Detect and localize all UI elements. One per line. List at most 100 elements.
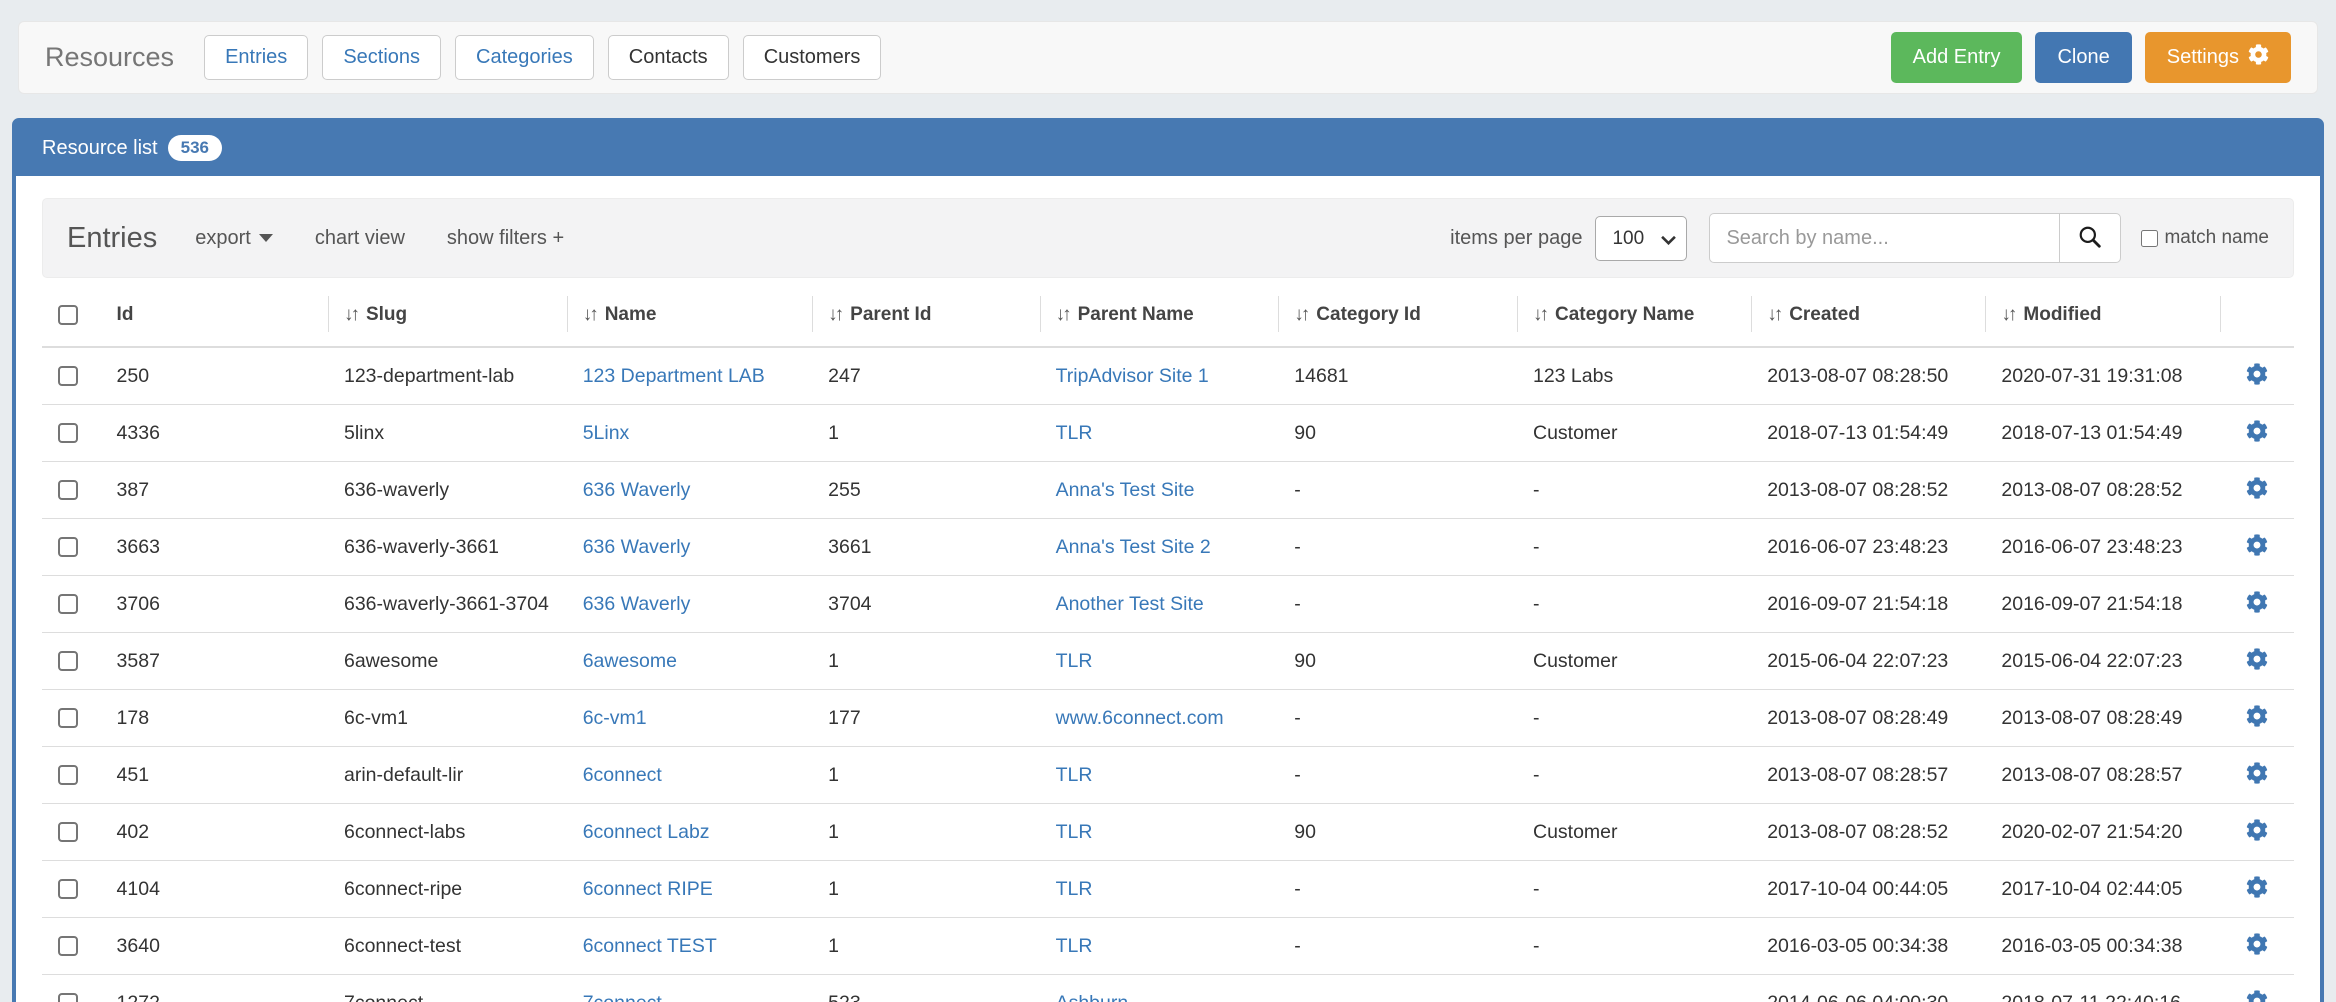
parent-name-link[interactable]: Another Test Site (1056, 593, 1204, 615)
cell-name: 636 Waverly (567, 576, 812, 633)
parent-name-link[interactable]: TLR (1056, 821, 1093, 843)
row-checkbox[interactable] (58, 594, 78, 614)
cell-id: 402 (101, 804, 328, 861)
parent-name-link[interactable]: TLR (1056, 650, 1093, 672)
cell-category_name: - (1517, 918, 1751, 975)
cell-slug: 6connect-labs (328, 804, 567, 861)
cell-category_name: - (1517, 690, 1751, 747)
resource-name-link[interactable]: 6connect TEST (583, 935, 717, 957)
resource-name-link[interactable]: 5Linx (583, 422, 630, 444)
column-label: Category Id (1316, 304, 1421, 325)
row-settings-button[interactable] (2244, 361, 2270, 390)
cell-category_id: 90 (1278, 633, 1517, 690)
column-header-name[interactable]: ↓↑Name (567, 282, 812, 347)
row-settings-button[interactable] (2244, 418, 2270, 447)
resource-name-link[interactable]: 636 Waverly (583, 536, 691, 558)
resource-name-link[interactable]: 636 Waverly (583, 479, 691, 501)
tab-categories[interactable]: Categories (455, 35, 594, 80)
resource-name-link[interactable]: 123 Department LAB (583, 365, 765, 387)
row-settings-button[interactable] (2244, 532, 2270, 561)
export-dropdown[interactable]: export (195, 227, 273, 250)
tab-contacts[interactable]: Contacts (608, 35, 729, 80)
cell-parent_name: TLR (1040, 405, 1279, 462)
row-actions-cell (2220, 861, 2294, 918)
row-checkbox[interactable] (58, 822, 78, 842)
row-checkbox[interactable] (58, 423, 78, 443)
row-settings-button[interactable] (2244, 874, 2270, 903)
row-settings-button[interactable] (2244, 703, 2270, 732)
tab-sections[interactable]: Sections (322, 35, 441, 80)
row-checkbox[interactable] (58, 708, 78, 728)
row-settings-button[interactable] (2244, 475, 2270, 504)
row-checkbox[interactable] (58, 366, 78, 386)
cell-id: 3640 (101, 918, 328, 975)
row-actions-cell (2220, 804, 2294, 861)
parent-name-link[interactable]: Anna's Test Site 2 (1056, 536, 1211, 558)
parent-name-link[interactable]: www.6connect.com (1056, 707, 1224, 729)
row-checkbox[interactable] (58, 993, 78, 1002)
row-checkbox[interactable] (58, 936, 78, 956)
resource-name-link[interactable]: 7connect (583, 992, 662, 1002)
column-header-slug[interactable]: ↓↑Slug (328, 282, 567, 347)
row-checkbox[interactable] (58, 537, 78, 557)
parent-name-link[interactable]: Anna's Test Site (1056, 479, 1195, 501)
cell-category_id: - (1278, 975, 1517, 1002)
row-settings-button[interactable] (2244, 988, 2270, 1002)
cell-parent_id: 1 (812, 633, 1039, 690)
resource-name-link[interactable]: 6connect (583, 764, 662, 786)
cell-modified: 2020-02-07 21:54:20 (1985, 804, 2219, 861)
navbar-actions: Add Entry Clone Settings (1878, 32, 2291, 83)
cell-slug: 636-waverly-3661 (328, 519, 567, 576)
column-header-modified[interactable]: ↓↑Modified (1985, 282, 2219, 347)
parent-name-link[interactable]: TLR (1056, 422, 1093, 444)
settings-label: Settings (2167, 46, 2239, 69)
sort-icon: ↓↑ (2001, 304, 2014, 325)
match-name-checkbox[interactable] (2141, 230, 2158, 247)
resource-name-link[interactable]: 6c-vm1 (583, 707, 647, 729)
parent-name-link[interactable]: TLR (1056, 935, 1093, 957)
clone-button[interactable]: Clone (2035, 32, 2131, 83)
search-button[interactable] (2059, 213, 2121, 263)
column-header-parent_id[interactable]: ↓↑Parent Id (812, 282, 1039, 347)
show-filters-link[interactable]: show filters + (447, 227, 564, 250)
parent-name-link[interactable]: TLR (1056, 764, 1093, 786)
resource-name-link[interactable]: 6connect RIPE (583, 878, 713, 900)
tab-customers[interactable]: Customers (743, 35, 882, 80)
parent-name-link[interactable]: Ashburn (1056, 992, 1129, 1002)
row-settings-button[interactable] (2244, 817, 2270, 846)
column-header-created[interactable]: ↓↑Created (1751, 282, 1985, 347)
column-header-parent_name[interactable]: ↓↑Parent Name (1040, 282, 1279, 347)
row-checkbox[interactable] (58, 651, 78, 671)
resource-name-link[interactable]: 6awesome (583, 650, 677, 672)
row-settings-button[interactable] (2244, 931, 2270, 960)
row-checkbox[interactable] (58, 879, 78, 899)
column-header-category_id[interactable]: ↓↑Category Id (1278, 282, 1517, 347)
row-settings-button[interactable] (2244, 646, 2270, 675)
parent-name-link[interactable]: TripAdvisor Site 1 (1056, 365, 1209, 387)
row-settings-button[interactable] (2244, 589, 2270, 618)
cell-parent_name: Ashburn (1040, 975, 1279, 1002)
select-all-checkbox[interactable] (58, 305, 78, 325)
row-checkbox[interactable] (58, 480, 78, 500)
column-header-category_name[interactable]: ↓↑Category Name (1517, 282, 1751, 347)
tab-entries[interactable]: Entries (204, 35, 308, 80)
row-actions-cell (2220, 405, 2294, 462)
row-select-cell (42, 804, 101, 861)
resource-name-link[interactable]: 6connect Labz (583, 821, 710, 843)
resource-name-link[interactable]: 636 Waverly (583, 593, 691, 615)
add-entry-button[interactable]: Add Entry (1891, 32, 2023, 83)
cell-name: 6awesome (567, 633, 812, 690)
settings-button[interactable]: Settings (2145, 32, 2291, 83)
cell-created: 2016-09-07 21:54:18 (1751, 576, 1985, 633)
items-per-page-select[interactable]: 100 (1595, 216, 1687, 261)
row-actions-cell (2220, 347, 2294, 405)
parent-name-link[interactable]: TLR (1056, 878, 1093, 900)
row-actions-cell (2220, 519, 2294, 576)
row-checkbox[interactable] (58, 765, 78, 785)
chart-view-link[interactable]: chart view (315, 227, 405, 250)
export-label: export (195, 227, 251, 250)
search-input[interactable] (1709, 213, 2059, 263)
cell-slug: 6c-vm1 (328, 690, 567, 747)
row-settings-button[interactable] (2244, 760, 2270, 789)
gear-icon (2246, 544, 2268, 559)
